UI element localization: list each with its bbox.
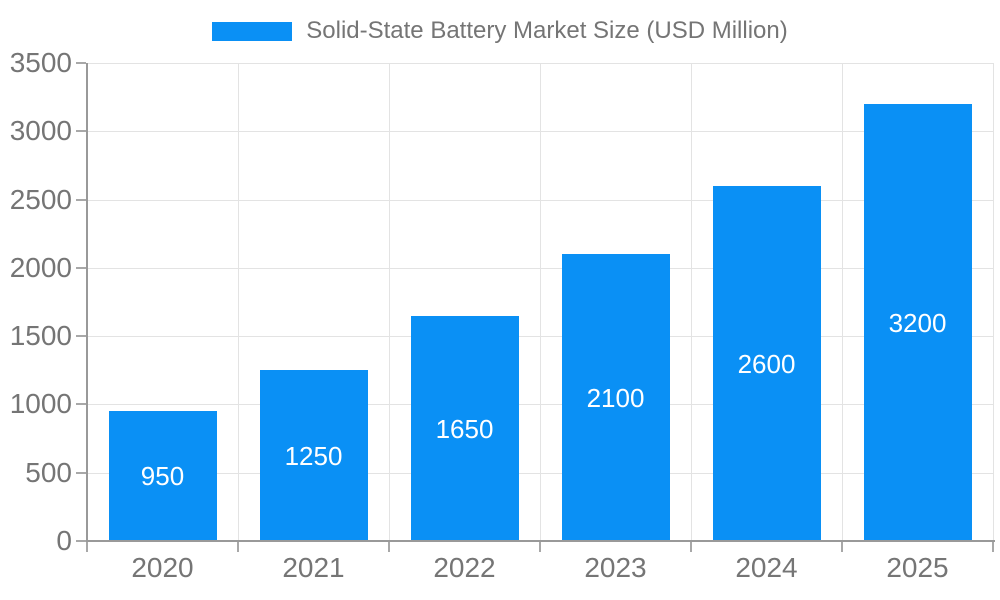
gridline-vertical-2 [389,63,390,541]
y-tick-3000 [76,130,86,132]
gridline-vertical-5 [842,63,843,541]
x-tick-6 [992,542,994,552]
bar-value-label-2020: 950 [140,461,185,491]
bar-2025[interactable] [864,104,972,541]
bar-2023[interactable] [562,254,670,541]
y-axis-label-2500: 2500 [9,184,72,215]
bar-2022[interactable] [411,316,519,541]
bar-value-label-2022: 1650 [435,414,494,444]
legend: Solid-State Battery Market Size (USD Mil… [0,16,1000,46]
legend-label[interactable]: Solid-State Battery Market Size (USD Mil… [306,17,788,44]
y-axis-label-1000: 1000 [9,388,72,419]
y-axis-label-0: 0 [56,525,72,556]
bar-value-label-2024: 2600 [737,349,796,379]
x-axis-line [86,540,995,542]
x-tick-0 [86,542,88,552]
y-axis-line [86,63,88,542]
y-axis-label-2000: 2000 [9,252,72,283]
y-tick-500 [76,472,86,474]
y-axis-label-3000: 3000 [9,115,72,146]
x-axis-label-2025: 2025 [886,552,949,583]
y-axis-label-1500: 1500 [9,320,72,351]
y-axis-label-500: 500 [25,457,72,488]
x-axis-label-2022: 2022 [433,552,496,583]
gridline-vertical-3 [540,63,541,541]
x-axis-label-2020: 2020 [131,552,194,583]
x-tick-4 [690,542,692,552]
bar-2024[interactable] [713,186,821,541]
x-tick-5 [841,542,843,552]
bar-2020[interactable] [109,411,217,541]
y-tick-2000 [76,267,86,269]
x-tick-1 [237,542,239,552]
x-tick-2 [388,542,390,552]
x-axis-label-2021: 2021 [282,552,345,583]
x-tick-3 [539,542,541,552]
y-tick-1000 [76,403,86,405]
bar-2021[interactable] [260,370,368,541]
y-axis-label-3500: 3500 [9,47,72,78]
bar-value-label-2021: 1250 [284,441,343,471]
gridline-vertical-6 [993,63,994,541]
y-tick-1500 [76,335,86,337]
y-tick-0 [76,540,86,542]
y-tick-3500 [76,62,86,64]
gridline-vertical-4 [691,63,692,541]
x-axis-label-2024: 2024 [735,552,798,583]
gridline-vertical-1 [238,63,239,541]
legend-swatch[interactable] [212,21,293,41]
bar-value-label-2023: 2100 [586,383,645,413]
bar-value-label-2025: 3200 [888,308,947,338]
y-tick-2500 [76,199,86,201]
x-axis-label-2023: 2023 [584,552,647,583]
